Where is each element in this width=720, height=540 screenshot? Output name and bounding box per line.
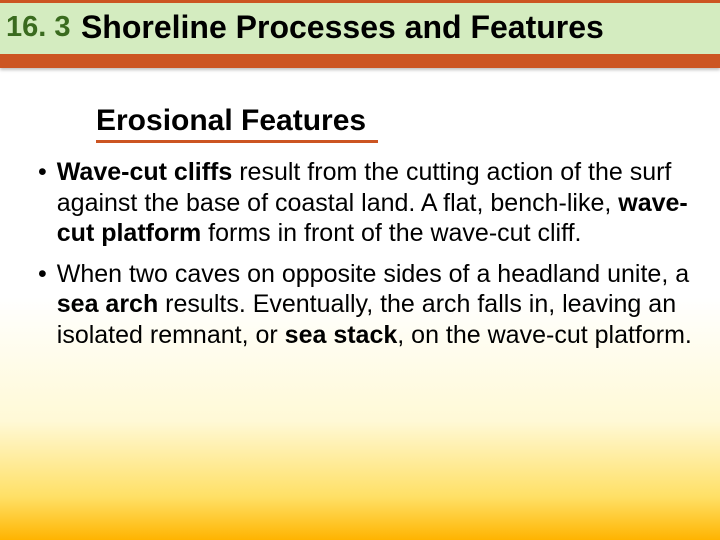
- bullet-marker: •: [34, 259, 57, 351]
- bullet-text: When two caves on opposite sides of a he…: [57, 259, 692, 351]
- bullet-marker: •: [34, 157, 57, 249]
- list-item: • Wave-cut cliffs result from the cuttin…: [34, 157, 692, 249]
- section-number: 16. 3: [2, 11, 77, 44]
- list-item: • When two caves on opposite sides of a …: [34, 259, 692, 351]
- section-title: Shoreline Processes and Features: [81, 9, 604, 46]
- slide-header-band: 16. 3 Shoreline Processes and Features: [0, 0, 720, 68]
- bullet-text: Wave-cut cliffs result from the cutting …: [57, 157, 692, 249]
- content-area: • Wave-cut cliffs result from the cuttin…: [0, 157, 720, 350]
- subheading: Erosional Features: [96, 104, 378, 143]
